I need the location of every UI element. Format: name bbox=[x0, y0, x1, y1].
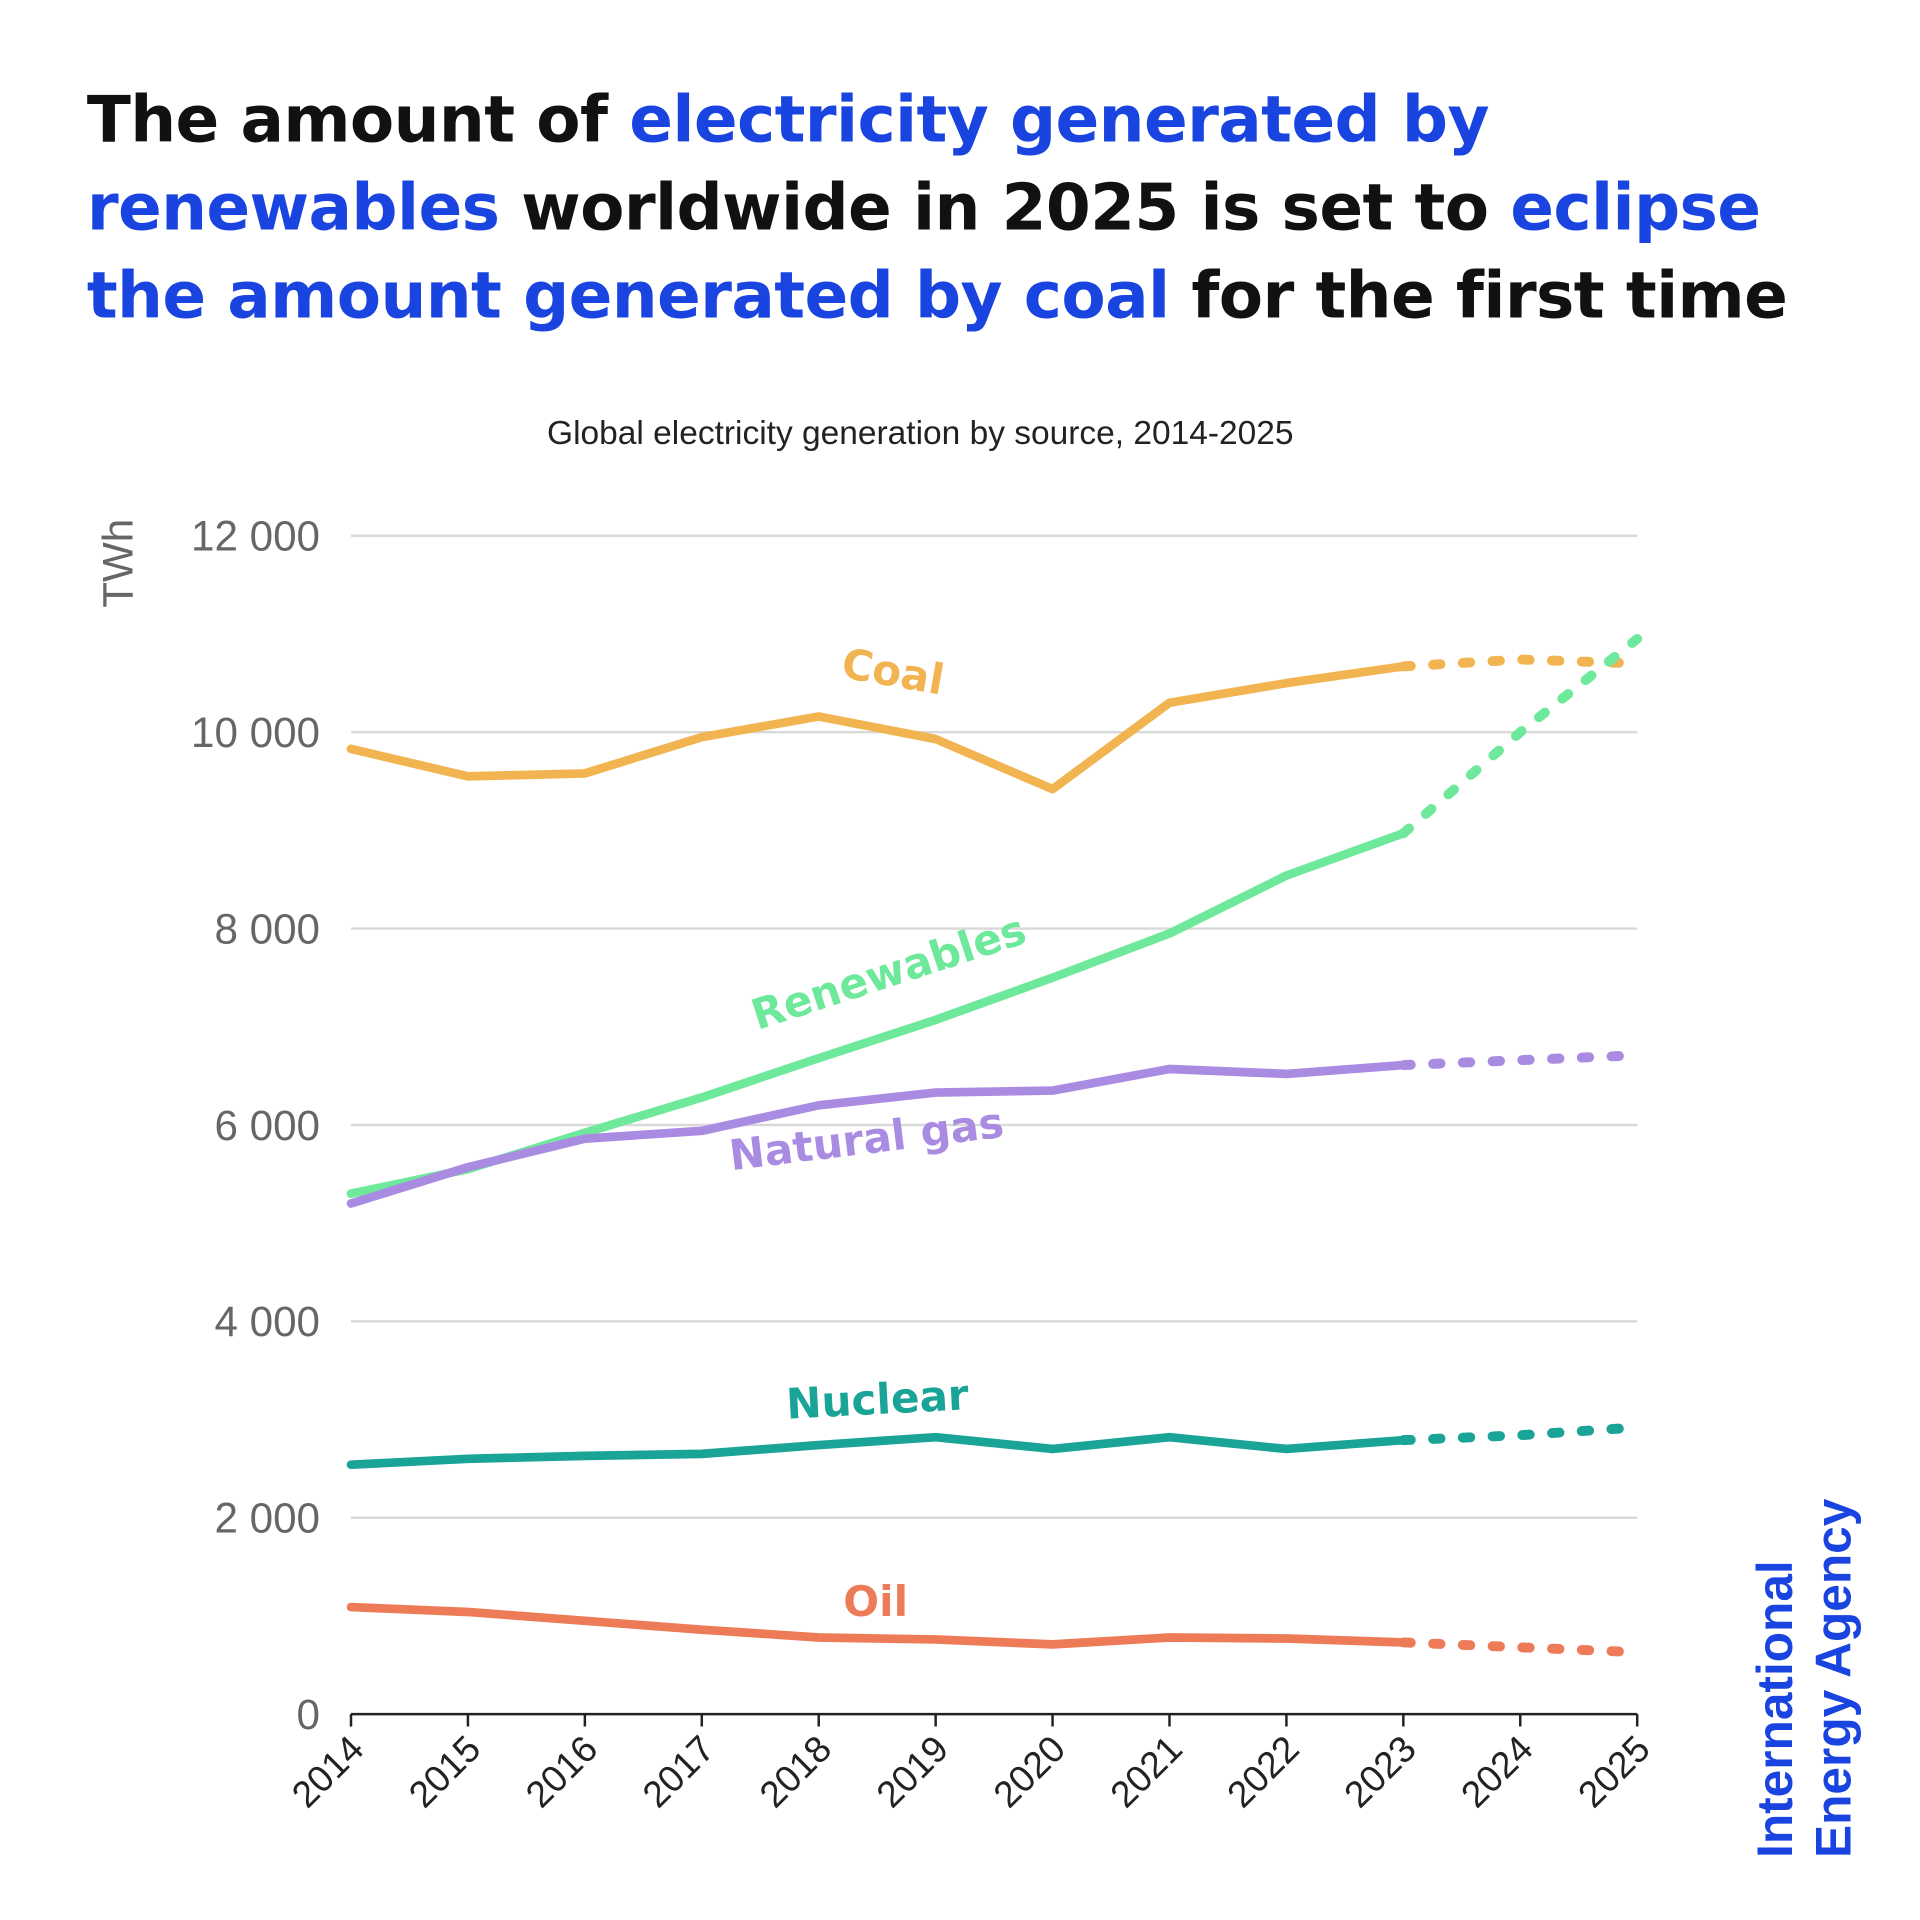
logo-line-1: International bbox=[1747, 1560, 1803, 1858]
headline-segment: electricity generated by renewables bbox=[86, 83, 1490, 246]
x-tick-label: 2024 bbox=[1453, 1727, 1541, 1815]
series-label: Natural gas bbox=[726, 1098, 1006, 1180]
y-tick-label: 12 000 bbox=[191, 513, 320, 560]
y-tick-label: 10 000 bbox=[191, 709, 320, 756]
y-tick-label: 0 bbox=[297, 1691, 320, 1738]
series-forecast-renewables bbox=[1398, 633, 1643, 839]
x-tick-label: 2025 bbox=[1570, 1727, 1658, 1815]
series-label: Oil bbox=[843, 1577, 908, 1626]
y-tick-label: 2 000 bbox=[214, 1495, 319, 1542]
logo-line-2: Energy Agency bbox=[1806, 1498, 1862, 1858]
chart-title: Global electricity generation by source,… bbox=[547, 414, 1294, 452]
x-tick-label: 2017 bbox=[634, 1727, 722, 1815]
series-label: Coal bbox=[838, 639, 948, 705]
x-tick-label: 2022 bbox=[1219, 1727, 1307, 1815]
y-tick-label: 6 000 bbox=[214, 1102, 319, 1149]
headline-segment: The amount of bbox=[86, 83, 630, 158]
headline-segment: worldwide in 2025 is set to bbox=[499, 171, 1511, 246]
series-label: Renewables bbox=[745, 905, 1032, 1040]
series-line-coal bbox=[346, 662, 1408, 794]
headline-segment: for the first time bbox=[1169, 259, 1788, 334]
x-tick-label: 2021 bbox=[1102, 1727, 1190, 1815]
series-forecast-coal bbox=[1398, 654, 1643, 672]
series-line-oil bbox=[346, 1602, 1408, 1649]
x-tick-label: 2020 bbox=[985, 1727, 1073, 1815]
x-tick-label: 2014 bbox=[283, 1727, 371, 1815]
headline: The amount of electricity generated by r… bbox=[87, 77, 1873, 341]
headline-segment: eclipse the amount generated by coal bbox=[86, 171, 1761, 334]
series-line-natural-gas bbox=[346, 1060, 1408, 1208]
x-tick-label: 2016 bbox=[517, 1727, 605, 1815]
series-forecast-oil bbox=[1398, 1637, 1643, 1658]
x-tick-label: 2018 bbox=[751, 1727, 839, 1815]
y-tick-label: 8 000 bbox=[214, 905, 319, 952]
series-label: Nuclear bbox=[785, 1370, 970, 1428]
x-tick-label: 2023 bbox=[1336, 1727, 1424, 1815]
series-forecast-nuclear bbox=[1398, 1422, 1643, 1446]
series-forecast-natural-gas bbox=[1398, 1050, 1643, 1071]
y-axis-label: TWh bbox=[95, 519, 142, 608]
y-tick-label: 4 000 bbox=[214, 1298, 319, 1345]
iea-logo: International Energy Agency bbox=[1747, 1498, 1861, 1858]
series-line-nuclear bbox=[346, 1432, 1408, 1470]
x-tick-label: 2019 bbox=[868, 1727, 956, 1815]
x-tick-label: 2015 bbox=[400, 1727, 488, 1815]
